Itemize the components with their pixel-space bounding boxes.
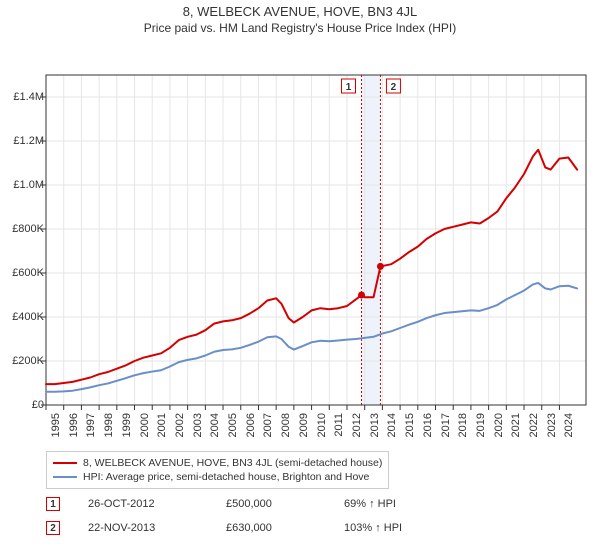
x-tick-label: 2015	[404, 413, 416, 437]
x-tick-label: 1996	[68, 413, 80, 437]
legend-swatch	[53, 462, 77, 464]
x-tick-label: 2019	[475, 413, 487, 437]
sale-marker-icon: 1	[46, 497, 60, 511]
x-tick-label: 2001	[156, 413, 168, 437]
x-tick-label: 2014	[386, 413, 398, 437]
sale-price: £500,000	[226, 498, 316, 510]
sale-date: 26-OCT-2012	[88, 498, 198, 510]
x-tick-label: 2016	[422, 413, 434, 437]
x-tick-label: 1999	[121, 413, 133, 437]
x-tick-label: 2009	[298, 413, 310, 437]
chart-legend: 8, WELBECK AVENUE, HOVE, BN3 4JL (semi-d…	[46, 451, 389, 489]
sale-marker-icon: 2	[46, 521, 60, 535]
legend-item-hpi: HPI: Average price, semi-detached house,…	[53, 470, 382, 484]
plot-area: 12 £0£200K£400K£600K£800K£1.0M£1.2M£1.4M…	[0, 35, 600, 560]
x-tick-label: 2010	[316, 413, 328, 437]
x-tick-label: 2020	[493, 413, 505, 437]
x-tick-label: 1997	[85, 413, 97, 437]
sale-info-row: 2 22-NOV-2013 £630,000 103% ↑ HPI	[46, 521, 402, 535]
sale-date: 22-NOV-2013	[88, 522, 198, 534]
x-tick-label: 2024	[563, 413, 575, 437]
x-tick-label: 1995	[50, 413, 62, 437]
x-tick-label: 2013	[369, 413, 381, 437]
sale-hpi-diff: 69% ↑ HPI	[344, 498, 396, 510]
x-tick-label: 2007	[262, 413, 274, 437]
x-tick-label: 2008	[280, 413, 292, 437]
x-tick-label: 2011	[333, 413, 345, 437]
x-tick-label: 1998	[103, 413, 115, 437]
legend-label: HPI: Average price, semi-detached house,…	[83, 470, 369, 484]
chart-title-line2: Price paid vs. HM Land Registry's House …	[0, 19, 600, 35]
sale-hpi-diff: 103% ↑ HPI	[344, 522, 402, 534]
x-tick-label: 2005	[227, 413, 239, 437]
legend-swatch	[53, 476, 77, 478]
x-tick-label: 2021	[510, 413, 522, 437]
sale-info-row: 1 26-OCT-2012 £500,000 69% ↑ HPI	[46, 497, 396, 511]
x-tick-label: 2012	[351, 413, 363, 437]
sale-price: £630,000	[226, 522, 316, 534]
x-tick-label: 2018	[457, 413, 469, 437]
x-tick-label: 2003	[192, 413, 204, 437]
x-tick-label: 2017	[440, 413, 452, 437]
x-tick-label: 2023	[546, 413, 558, 437]
legend-label: 8, WELBECK AVENUE, HOVE, BN3 4JL (semi-d…	[83, 456, 382, 470]
x-tick-label: 2000	[139, 413, 151, 437]
x-tick-label: 2002	[174, 413, 186, 437]
legend-item-property: 8, WELBECK AVENUE, HOVE, BN3 4JL (semi-d…	[53, 456, 382, 470]
x-tick-label: 2022	[528, 413, 540, 437]
chart-title-line1: 8, WELBECK AVENUE, HOVE, BN3 4JL	[0, 0, 600, 19]
x-tick-label: 2004	[209, 413, 221, 437]
x-tick-label: 2006	[245, 413, 257, 437]
